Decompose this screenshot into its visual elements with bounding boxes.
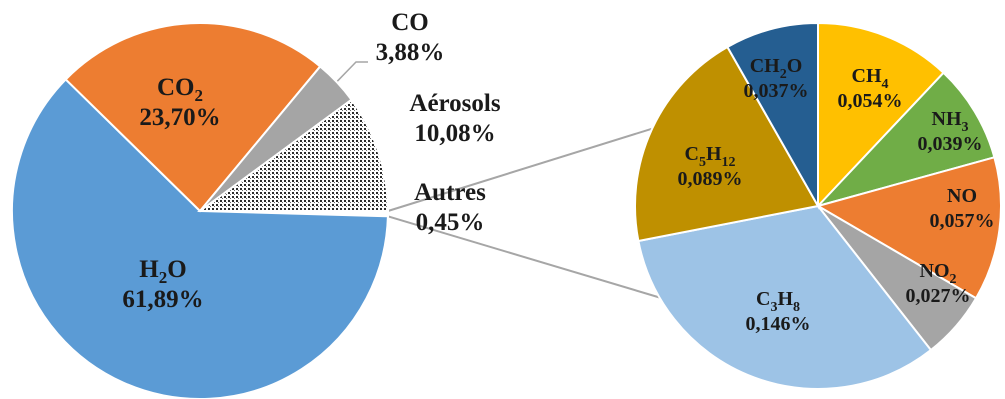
main-pie [11, 22, 390, 399]
label-c5h12-name: C5​H12​ [684, 143, 735, 170]
label-h2o-name: H2​O [139, 256, 186, 287]
label-ch2o-value: 0,037% [744, 80, 809, 102]
label-nh3-name: NH3​ [932, 108, 969, 135]
slice-co2 [64, 22, 322, 213]
label-ch2o-name: CH2​O [750, 55, 803, 82]
label-co-name: CO [391, 9, 429, 36]
slice-c5h12 [634, 45, 820, 243]
label-ch4-name: CH4​ [852, 65, 889, 92]
label-no2-name: NO2​ [920, 260, 957, 287]
main-pie-labels: H2​O61,89% CO2​23,70% CO 3,88% Aérosols 10,08… [122, 9, 500, 313]
label-c3h8-name: C3​H8​ [756, 288, 800, 315]
slice-aerosols [196, 98, 390, 212]
connector-lines [331, 61, 660, 299]
label-c5h12-value: 0,089% [678, 168, 743, 190]
label-c3h8-value: 0,146% [746, 313, 811, 335]
label-co-value: 3,88% [376, 39, 445, 66]
secondary-pie [634, 21, 1002, 390]
label-co2-name: CO2​ [157, 74, 203, 105]
connector-line-top [387, 127, 653, 212]
slice-c3h8 [637, 204, 933, 390]
slice-ch4 [817, 21, 945, 209]
label-co2-value: 23,70% [139, 104, 220, 131]
label-no2-value: 0,027% [906, 285, 971, 307]
label-no-value: 0,057% [930, 210, 995, 232]
slice-ch2o [726, 21, 819, 210]
connector-line-bottom [387, 215, 660, 299]
label-no-name: NO [947, 185, 977, 207]
co-leader-line [331, 61, 368, 87]
label-aerosols-name: Aérosols [409, 90, 500, 117]
secondary-pie-labels: CH4​0,054% NH3​0,039% NO 0,057% NO2​0,027% C3… [678, 55, 995, 335]
label-ch4-value: 0,054% [838, 90, 903, 112]
label-h2o-value: 61,89% [122, 286, 203, 313]
slice-no [815, 156, 1002, 300]
label-nh3-value: 0,039% [918, 133, 983, 155]
slice-nh3 [814, 71, 996, 208]
slice-h2o [11, 77, 389, 399]
label-autres-value: 0,45% [416, 209, 485, 236]
label-autres-name: Autres [414, 179, 486, 206]
label-aerosols-value: 10,08% [414, 120, 495, 147]
